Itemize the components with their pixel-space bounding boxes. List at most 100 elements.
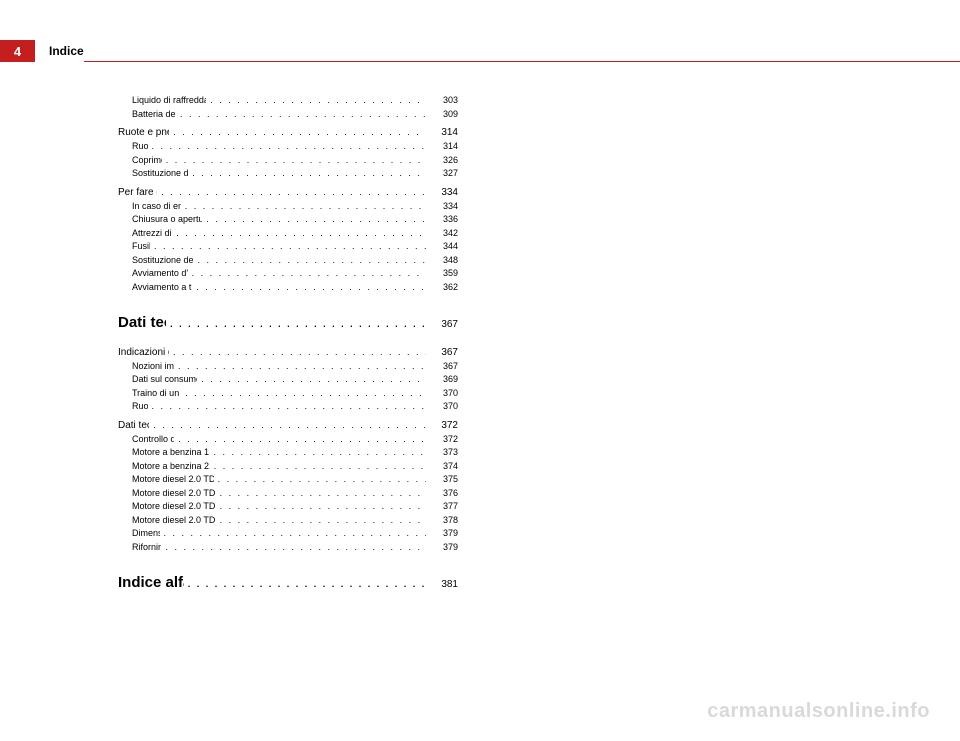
toc-label: Fusibili (118, 240, 150, 254)
header-left: 4 Indice (0, 40, 84, 62)
toc-row: Indice alfabetico381 (118, 572, 458, 595)
toc-dots (174, 433, 426, 447)
toc-dots (162, 154, 426, 168)
toc-row: Ruote314 (118, 140, 458, 154)
toc-dots (176, 108, 426, 122)
header-divider (84, 61, 960, 62)
toc-dots (206, 94, 426, 108)
toc-label: Avviamento a traino e traino (118, 281, 192, 295)
toc-label: Dimensioni (118, 527, 160, 541)
toc-page: 309 (426, 108, 458, 122)
toc-page: 367 (426, 345, 458, 360)
toc-page: 373 (426, 446, 458, 460)
toc-label: Ruote e pneumatici (118, 125, 169, 140)
toc-page: 303 (426, 94, 458, 108)
toc-page: 374 (426, 460, 458, 474)
page-number-badge: 4 (0, 40, 35, 62)
toc-row: Sostituzione delle lampadine348 (118, 254, 458, 268)
toc-page: 372 (426, 433, 458, 447)
toc-dots (149, 419, 426, 433)
toc-dots (169, 346, 426, 360)
toc-row: Controllo dei livelli 372 (118, 433, 458, 447)
toc-label: Avviamento d'emergenza (118, 267, 188, 281)
toc-dots (148, 400, 426, 414)
toc-page: 372 (426, 418, 458, 433)
toc-row: Batteria del veicolo 309 (118, 108, 458, 122)
toc-label: Motore a benzina 1,4 110 kW (150 CV) (118, 446, 209, 460)
toc-page: 367 (426, 317, 458, 332)
toc-label: Attrezzi di bordo* (118, 227, 172, 241)
toc-dots (210, 460, 426, 474)
toc-label: Motore a benzina 2,0 147 kW (200 CV) (118, 460, 210, 474)
toc-dots (193, 254, 426, 268)
toc-page: 377 (426, 500, 458, 514)
toc-dots (150, 240, 426, 254)
toc-page: 336 (426, 213, 458, 227)
toc-label: Motore diesel 2.0 TDI CR 125 kW (170 CV) (118, 514, 216, 528)
toc-row: Traino di un rimorchio 370 (118, 387, 458, 401)
toc-label: In caso di emergenza (118, 200, 181, 214)
toc-label: Nozioni importanti (118, 360, 174, 374)
toc-row: Avviamento a traino e traino 362 (118, 281, 458, 295)
toc-dots (172, 227, 426, 241)
toc-page: 344 (426, 240, 458, 254)
toc-row: Indicazioni generali 367 (118, 345, 458, 360)
toc-label: Dati sul consumo di carburante (118, 373, 197, 387)
toc-label: Indicazioni generali (118, 345, 169, 360)
toc-dots (188, 167, 426, 181)
toc-page: 326 (426, 154, 458, 168)
toc-page: 359 (426, 267, 458, 281)
toc-page: 334 (426, 185, 458, 200)
toc-row: Motore diesel 2.0 TDI CR 103 kW (140 CV)… (118, 500, 458, 514)
toc-dots (184, 578, 426, 592)
toc-page: 342 (426, 227, 458, 241)
toc-row: Nozioni importanti 367 (118, 360, 458, 374)
toc-row: Dati tecnici 372 (118, 418, 458, 433)
toc-page: 327 (426, 167, 458, 181)
toc-label: Traino di un rimorchio (118, 387, 181, 401)
toc-row: Rifornimenti379 (118, 541, 458, 555)
toc-row: Motore a benzina 2,0 147 kW (200 CV) 374 (118, 460, 458, 474)
toc-dots (148, 140, 426, 154)
toc-page: 369 (426, 373, 458, 387)
toc-label: Controllo dei livelli (118, 433, 174, 447)
page-number-text: 4 (14, 44, 21, 59)
toc-page: 370 (426, 400, 458, 414)
toc-dots (214, 473, 426, 487)
toc-dots (202, 213, 426, 227)
toc-dots (157, 186, 426, 200)
toc-dots (181, 387, 426, 401)
toc-label: Ruote (118, 400, 148, 414)
toc-page: 367 (426, 360, 458, 374)
toc-row: Coprimozzi*326 (118, 154, 458, 168)
toc-label: Dati tecnici (118, 418, 149, 433)
toc-page: 370 (426, 387, 458, 401)
toc-dots (174, 360, 426, 374)
toc-page: 378 (426, 514, 458, 528)
toc-page: 381 (426, 577, 458, 592)
toc-page: 376 (426, 487, 458, 501)
toc-row: Sostituzione di una ruota* 327 (118, 167, 458, 181)
toc-dots (216, 500, 426, 514)
toc-row: Attrezzi di bordo* 342 (118, 227, 458, 241)
toc-row: Dati sul consumo di carburante 369 (118, 373, 458, 387)
toc-row: In caso di emergenza 334 (118, 200, 458, 214)
toc-label: Chiusura o apertura di emergenza (118, 213, 202, 227)
toc-row: Fusibili 344 (118, 240, 458, 254)
toc-row: Ruote 370 (118, 400, 458, 414)
toc-dots (197, 373, 426, 387)
toc-row: Avviamento d'emergenza 359 (118, 267, 458, 281)
toc-dots (166, 318, 426, 332)
toc-label: Per fare da sé (118, 185, 157, 200)
toc-row: Motore diesel 2.0 TDI CR 100 kW (136 CV)… (118, 487, 458, 501)
toc-page: 314 (426, 125, 458, 140)
toc-row: Motore diesel 2.0 TDI CR 85 kW (115 CV)3… (118, 473, 458, 487)
toc-row: Motore diesel 2.0 TDI CR 125 kW (170 CV)… (118, 514, 458, 528)
toc-label: Batteria del veicolo (118, 108, 176, 122)
toc-page: 334 (426, 200, 458, 214)
toc-page: 362 (426, 281, 458, 295)
toc-label: Motore diesel 2.0 TDI CR 103 kW (140 CV) (118, 500, 216, 514)
toc-dots (160, 527, 427, 541)
toc-label: Sostituzione di una ruota* (118, 167, 188, 181)
toc-label: Liquido di raffreddamento del motore (118, 94, 206, 108)
